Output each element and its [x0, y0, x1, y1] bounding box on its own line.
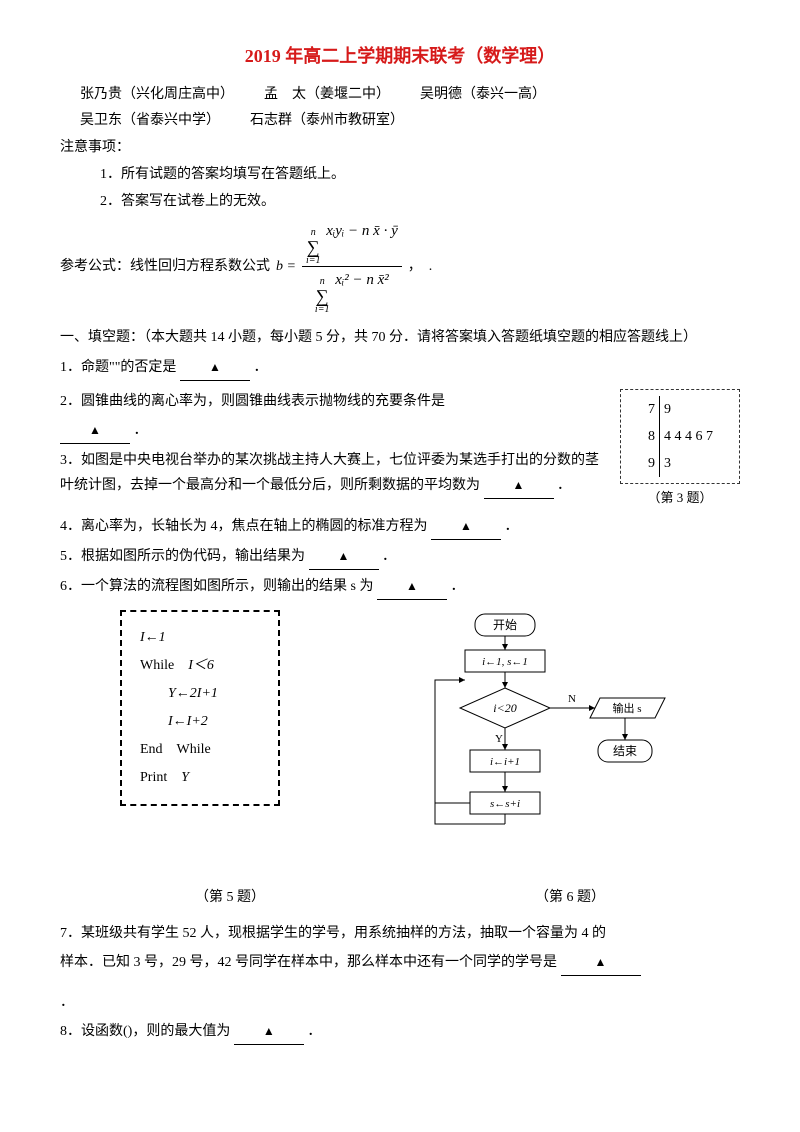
sum-symbol: n ∑ i=1: [315, 277, 330, 315]
formula-lhs: b =: [276, 254, 296, 279]
period: ．: [557, 478, 571, 493]
sum-lower: i=1: [315, 305, 330, 315]
sigma-icon: ∑: [307, 238, 320, 256]
author: 吴卫东（省泰兴中学）: [80, 108, 220, 133]
blank: [561, 950, 641, 976]
stem-cell: 8: [631, 423, 660, 450]
author: 孟 太（姜堰二中）: [264, 82, 390, 107]
note-item: 2．答案写在试卷上的无效。: [100, 189, 740, 214]
flow-output: 输出 s: [612, 701, 641, 715]
stem-cell: 9: [631, 450, 660, 477]
sigma-icon: ∑: [316, 287, 329, 305]
stem-cell: 7: [631, 396, 660, 423]
q1-text: 1．命题""的否定是: [60, 360, 176, 375]
period: ．: [505, 519, 519, 534]
author: 石志群（泰州市教研室）: [250, 108, 404, 133]
blank: [377, 574, 447, 600]
sum-symbol: n ∑ i=1: [306, 228, 321, 266]
notes-label: 注意事项：: [60, 135, 740, 160]
leaf-cell: 3: [660, 450, 730, 477]
q2-text: 2．圆锥曲线的离心率为，则圆锥曲线表示抛物线的充要条件是: [60, 394, 445, 409]
fig5-caption: （第 5 题）: [195, 885, 265, 910]
authors-row: 张乃贵（兴化周庄高中） 孟 太（姜堰二中） 吴明德（泰兴一高） 吴卫东（省泰兴中…: [80, 82, 740, 132]
formula-label: 参考公式：线性回归方程系数公式: [60, 254, 270, 279]
numerator-expr: xᵢyᵢ − n x̄ · ȳ: [326, 223, 398, 239]
fig3-caption: （第 3 题）: [620, 486, 740, 509]
blank: [309, 544, 379, 570]
section-heading: 一、填空题：（本大题共 14 小题，每小题 5 分，共 70 分．请将答案填入答…: [60, 325, 740, 350]
author: 吴明德（泰兴一高）: [420, 82, 546, 107]
table-row: 84 4 4 6 7: [631, 423, 729, 450]
question-3: 3．如图是中央电视台举办的某次挑战主持人大赛上，七位评委为某选手打出的分数的茎叶…: [60, 448, 610, 499]
code-line: Y←2I+1: [140, 680, 260, 708]
fig6-caption: （第 6 题）: [535, 885, 605, 910]
question-4: 4．离心率为，长轴长为 4，焦点在轴上的椭圆的标准方程为 ．: [60, 514, 740, 540]
question-7: 7．某班级共有学生 52 人，现根据学生的学号，用系统抽样的方法，抽取一个容量为…: [60, 921, 740, 946]
blank: [234, 1019, 304, 1045]
code-line: End While: [140, 736, 260, 764]
author: 张乃贵（兴化周庄高中）: [80, 82, 234, 107]
question-2: 2．圆锥曲线的离心率为，则圆锥曲线表示抛物线的充要条件是: [60, 389, 610, 414]
flow-step2: s←s+i: [490, 798, 520, 810]
question-8: 8．设函数()，则的最大值为 ．: [60, 1019, 740, 1045]
q7b-text: 样本．已知 3 号，29 号，42 号同学在样本中，那么样本中还有一个同学的学号…: [60, 955, 557, 970]
code-text: I＜6: [174, 658, 214, 673]
flow-init: i←1, s←1: [482, 656, 528, 668]
flow-yes: Y: [495, 733, 503, 745]
question-6: 6．一个算法的流程图如图所示，则输出的结果 s 为 ．: [60, 574, 740, 600]
period: ．: [307, 1024, 321, 1039]
q5-text: 5．根据如图所示的伪代码，输出结果为: [60, 549, 305, 564]
period: ．: [382, 549, 396, 564]
denominator-expr: xᵢ² − n x̄²: [335, 272, 389, 288]
question-7b: 样本．已知 3 号，29 号，42 号同学在样本中，那么样本中还有一个同学的学号…: [60, 950, 740, 976]
keyword: End While: [140, 742, 211, 757]
keyword: While: [140, 658, 174, 673]
flow-end: 结束: [613, 744, 637, 758]
q8-text: 8．设函数()，则的最大值为: [60, 1024, 230, 1039]
flow-no: N: [568, 693, 576, 705]
formula-row: 参考公式：线性回归方程系数公式 b = n ∑ i=1 xᵢyᵢ − n x̄ …: [60, 218, 740, 315]
code-line: I←1: [140, 624, 260, 652]
question-1: 1．命题""的否定是 ．: [60, 355, 740, 381]
period: ．: [60, 990, 740, 1015]
keyword: Print: [140, 770, 167, 785]
code-line: I←I+2: [140, 708, 260, 736]
period: ．: [253, 360, 267, 375]
flow-start: 开始: [493, 618, 517, 632]
pseudocode-figure: I←1 While I＜6 Y←2I+1 I←I+2 End While Pri…: [120, 610, 280, 806]
stemleaf-table: 79 84 4 4 6 7 93: [631, 396, 729, 478]
blank: [484, 473, 554, 499]
period: ．: [450, 579, 464, 594]
blank: [431, 514, 501, 540]
flow-cond: i<20: [493, 701, 516, 715]
note-item: 1．所有试题的答案均填写在答题纸上。: [100, 162, 740, 187]
code-line: Print Y: [140, 764, 260, 792]
q6-text: 6．一个算法的流程图如图所示，则输出的结果 s 为: [60, 579, 373, 594]
leaf-cell: 9: [660, 396, 730, 423]
code-text: Y: [167, 770, 189, 785]
q4-text: 4．离心率为，长轴长为 4，焦点在轴上的椭圆的标准方程为: [60, 519, 428, 534]
page-title: 2019 年高二上学期期末联考（数学理）: [60, 40, 740, 72]
question-5: 5．根据如图所示的伪代码，输出结果为 ．: [60, 544, 740, 570]
stemleaf-figure: 79 84 4 4 6 7 93 （第 3 题）: [620, 385, 740, 510]
blank: [60, 418, 130, 444]
blank: [180, 355, 250, 381]
leaf-cell: 4 4 4 6 7: [660, 423, 730, 450]
sum-lower: i=1: [306, 256, 321, 266]
table-row: 93: [631, 450, 729, 477]
formula-fraction: n ∑ i=1 xᵢyᵢ − n x̄ · ȳ n ∑ i=1 xᵢ² − n …: [302, 218, 402, 315]
flowchart-figure: 开始 i←1, s←1 i<20 Y N i←i+1 s←s+i: [400, 610, 680, 879]
formula-tail: ， .: [408, 254, 433, 279]
flow-step1: i←i+1: [490, 756, 520, 768]
code-line: While I＜6: [140, 652, 260, 680]
table-row: 79: [631, 396, 729, 423]
period: ．: [134, 423, 148, 438]
